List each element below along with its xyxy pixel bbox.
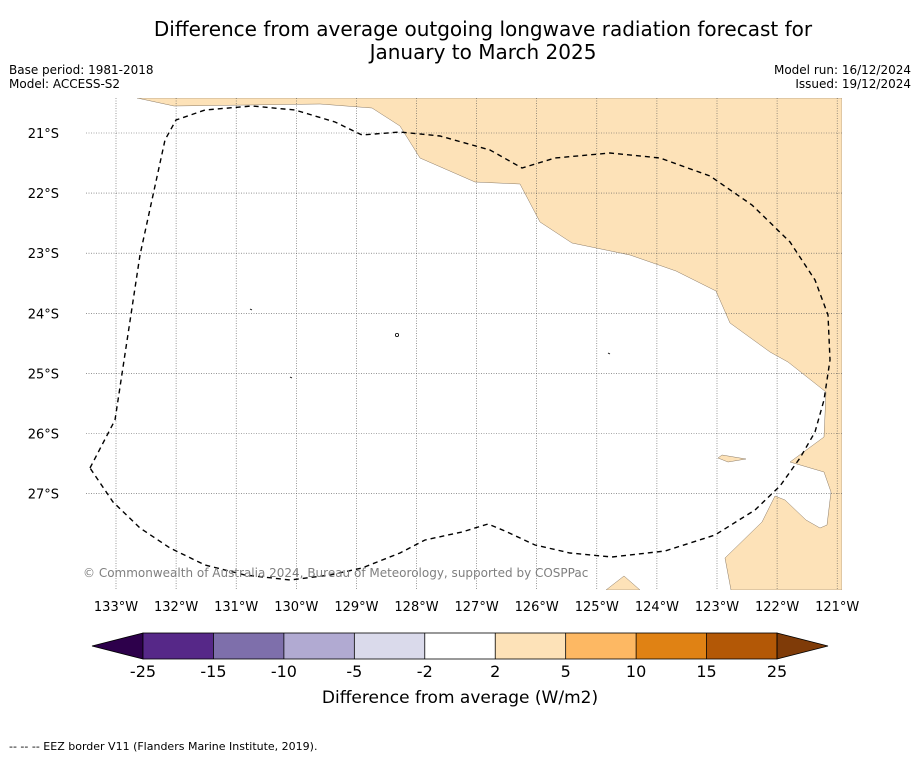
- eez-border: [89, 105, 831, 581]
- title-line-2: January to March 2025: [369, 40, 597, 64]
- colorbar-segment: [143, 633, 214, 659]
- title-line-1: Difference from average outgoing longwav…: [153, 17, 813, 41]
- colorbar: -25 -15 -10 -5 -2 2 5 10 15 25: [91, 632, 829, 681]
- island-marker: [249, 308, 253, 311]
- colorbar-segment: [565, 633, 637, 659]
- map-gridlines: [86, 98, 842, 590]
- colorbar-over-triangle: [776, 632, 829, 660]
- colorbar-tick-label: 15: [696, 662, 716, 681]
- colorbar-tick-label: -10: [271, 662, 297, 681]
- meta-left: Base period: 1981-2018 Model: ACCESS-S2: [9, 63, 154, 91]
- colorbar-segment: [424, 633, 496, 659]
- lon-label: 129°W: [334, 600, 378, 615]
- colorbar-tick-label: 10: [626, 662, 646, 681]
- lat-label: 21°S: [28, 127, 59, 142]
- lon-label: 124°W: [635, 600, 679, 615]
- lat-label: 27°S: [28, 488, 59, 503]
- colorbar-segment: [283, 633, 355, 659]
- island-marker: [394, 332, 399, 337]
- colorbar-segment: [706, 633, 777, 659]
- lon-label: 133°W: [94, 600, 138, 615]
- lon-label: 128°W: [394, 600, 438, 615]
- colorbar-under-triangle: [91, 632, 144, 660]
- lat-label: 23°S: [28, 247, 59, 262]
- lon-label: 127°W: [455, 600, 499, 615]
- lon-label: 121°W: [815, 600, 859, 615]
- colorbar-tick-label: 25: [767, 662, 787, 681]
- latitude-labels: 21°S 22°S 23°S 24°S 25°S 26°S 27°S: [28, 127, 59, 503]
- colorbar-tick-label: -15: [200, 662, 226, 681]
- colorbar-tick-label: 5: [561, 662, 571, 681]
- base-period: Base period: 1981-2018: [9, 63, 154, 77]
- lat-label: 26°S: [28, 428, 59, 443]
- longitude-labels: 133°W 132°W 131°W 130°W 129°W 128°W 127°W 126°W…: [94, 600, 860, 615]
- lon-label: 125°W: [575, 600, 619, 615]
- map-title: Difference from average outgoing longwav…: [0, 18, 919, 64]
- anomaly-region-east: [136, 98, 842, 590]
- model-run: Model run: 16/12/2024: [773, 63, 911, 77]
- anomaly-region-south: [605, 575, 641, 590]
- lat-label: 22°S: [28, 187, 59, 202]
- colorbar-segment: [213, 633, 284, 659]
- lon-label: 123°W: [695, 600, 739, 615]
- island-marker: [607, 352, 611, 355]
- lat-label: 25°S: [28, 367, 59, 382]
- colorbar-outline: [142, 632, 778, 660]
- colorbar-tick-label: -2: [417, 662, 433, 681]
- anomaly-region-small: [717, 454, 747, 463]
- lon-label: 131°W: [214, 600, 258, 615]
- lon-label: 132°W: [154, 600, 198, 615]
- footer-note: -- -- -- EEZ border V11 (Flanders Marine…: [9, 740, 318, 753]
- colorbar-tick-label: -25: [130, 662, 156, 681]
- lon-label: 122°W: [755, 600, 799, 615]
- island-marker: [289, 376, 293, 379]
- issued-date: Issued: 19/12/2024: [795, 77, 911, 91]
- lat-label: 24°S: [28, 307, 59, 322]
- colorbar-segment: [636, 633, 707, 659]
- colorbar-label: Difference from average (W/m2): [322, 688, 598, 708]
- copyright-text: © Commonwealth of Australia 2024, Bureau…: [83, 566, 588, 580]
- colorbar-segment: [354, 633, 425, 659]
- meta-right: Model run: 16/12/2024 Issued: 19/12/2024: [774, 63, 911, 91]
- colorbar-tick-label: 2: [490, 662, 500, 681]
- lon-label: 130°W: [274, 600, 318, 615]
- colorbar-tick-label: -5: [346, 662, 362, 681]
- colorbar-segment: [495, 633, 566, 659]
- lon-label: 126°W: [515, 600, 559, 615]
- model-name: Model: ACCESS-S2: [9, 77, 121, 91]
